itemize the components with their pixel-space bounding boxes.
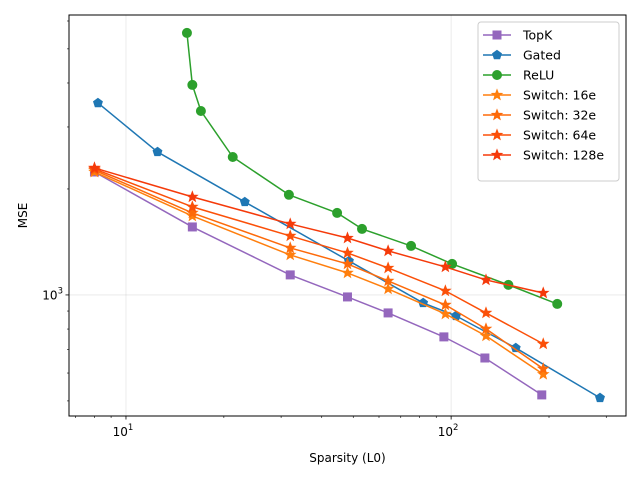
data-point-topk (480, 353, 490, 363)
data-point-topk (342, 292, 352, 302)
data-point-switch-128e (283, 217, 297, 230)
data-point-switch-32e (479, 322, 493, 335)
legend-entry-gated: Gated (483, 48, 561, 63)
legend-entry-switch-128e: Switch: 128e (483, 148, 604, 163)
legend-label: Switch: 64e (523, 128, 596, 143)
legend-label: Gated (523, 48, 561, 63)
x-tick-label-exponent: 2 (453, 423, 458, 433)
legend-marker (492, 49, 502, 60)
legend-entry-switch-64e: Switch: 64e (483, 128, 596, 143)
legend-entry-switch-32e: Switch: 32e (483, 108, 596, 123)
data-point-switch-16e (283, 248, 297, 261)
y-tick-label-exponent: 3 (58, 286, 63, 296)
x-tick-label: 102 (438, 423, 459, 439)
data-point-switch-32e (536, 362, 550, 375)
data-point-topk (187, 222, 197, 232)
series-line-switch-32e (94, 169, 544, 370)
legend-label: Switch: 128e (523, 148, 604, 163)
data-point-switch-32e (381, 274, 395, 287)
data-point-switch-128e (381, 244, 395, 257)
x-tick-label-base: 10 (113, 425, 128, 439)
legend-marker (490, 88, 504, 101)
data-point-topk (285, 270, 295, 280)
data-point-relu (406, 240, 417, 251)
data-point-relu (227, 152, 238, 163)
y-tick-label-base: 10 (42, 288, 57, 302)
data-point-switch-64e (439, 284, 452, 297)
x-axis-label: Sparsity (L0) (309, 451, 385, 465)
data-point-switch-128e (186, 190, 199, 203)
data-point-switch-64e (479, 306, 493, 319)
data-point-relu (187, 79, 198, 90)
data-point-switch-32e (283, 241, 297, 254)
x-tick-label: 101 (113, 423, 134, 439)
series-switch-32e (88, 163, 550, 375)
data-point-switch-64e (186, 200, 199, 213)
data-point-switch-128e (479, 273, 493, 286)
legend-entry-switch-16e: Switch: 16e (483, 88, 596, 103)
legend-label: ReLU (523, 68, 554, 83)
data-point-gated (92, 97, 103, 108)
data-point-switch-32e (341, 257, 354, 270)
data-point-relu (181, 27, 192, 38)
series-topk (89, 167, 547, 400)
y-tick-label: 103 (42, 286, 63, 302)
data-point-switch-128e (536, 286, 550, 299)
x-tick-label-exponent: 1 (128, 423, 133, 433)
data-point-relu (552, 298, 563, 309)
legend-entry-topk: TopK (483, 28, 553, 43)
data-point-switch-64e (341, 246, 354, 259)
data-point-topk (383, 308, 393, 318)
data-point-gated (239, 196, 250, 207)
data-point-switch-128e (439, 260, 452, 273)
y-axis-label: MSE (16, 203, 30, 229)
legend-frame (477, 21, 620, 182)
series-line-topk (94, 171, 543, 396)
data-point-gated (152, 146, 163, 157)
data-point-switch-64e (283, 229, 297, 242)
legend-marker (490, 128, 504, 141)
data-point-switch-64e (536, 337, 550, 350)
data-point-relu (357, 223, 368, 234)
legend-label: TopK (522, 28, 553, 43)
legend-label: Switch: 32e (523, 108, 596, 123)
legend-marker (490, 148, 504, 161)
series-switch-64e (88, 162, 550, 350)
series-line-switch-16e (94, 171, 544, 375)
legend-marker (490, 108, 504, 121)
data-point-switch-16e (381, 282, 395, 295)
data-point-switch-64e (381, 261, 395, 274)
data-point-gated (510, 342, 521, 353)
data-point-topk (439, 332, 449, 342)
data-point-switch-128e (88, 161, 101, 174)
data-point-relu (195, 106, 206, 117)
legend-marker (492, 30, 502, 40)
legend-entry-relu: ReLU (483, 68, 554, 83)
data-point-switch-16e (341, 266, 354, 279)
data-point-topk (537, 390, 547, 400)
data-point-switch-128e (341, 231, 354, 244)
series-line-switch-64e (94, 168, 544, 345)
data-point-switch-16e (536, 367, 550, 380)
data-point-switch-32e (439, 298, 452, 311)
series-switch-128e (88, 161, 550, 299)
legend-marker (492, 70, 502, 80)
data-point-gated (595, 392, 605, 403)
data-point-relu (447, 258, 458, 269)
data-point-switch-16e (479, 329, 493, 342)
legend: TopK Gated ReLU Switch: 16e Switch: 32e Switc… (477, 21, 620, 182)
data-point-relu (283, 189, 294, 200)
series-relu (181, 27, 563, 309)
data-point-relu (332, 207, 343, 218)
x-tick-label-base: 10 (438, 425, 453, 439)
plot-series (88, 27, 605, 403)
data-point-switch-32e (186, 206, 199, 219)
series-line-switch-128e (94, 167, 544, 294)
axes-frame (68, 14, 627, 417)
legend-label: Switch: 16e (523, 88, 596, 103)
data-point-switch-16e (439, 307, 452, 320)
